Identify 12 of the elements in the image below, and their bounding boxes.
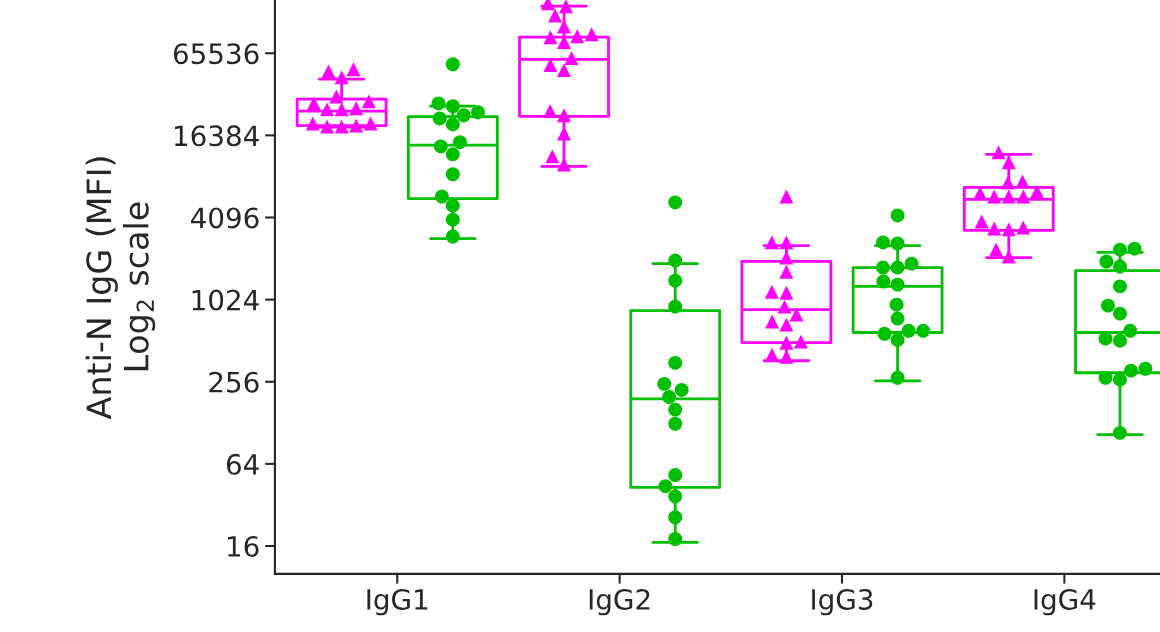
y-tick-label: 65536: [173, 43, 259, 65]
y-tick-label: 16: [228, 535, 259, 557]
y-axis-title: Anti-N IgG (MFI) Log$_{2}$ scale: [85, 157, 156, 420]
y-tick-label: 4096: [191, 207, 259, 229]
y-tick-label: 256: [209, 371, 259, 393]
x-tick-label: IgG4: [1034, 588, 1096, 616]
y-tick-label: 16384: [175, 125, 259, 147]
x-tick-label: IgG1: [367, 588, 428, 616]
y-tick-label: 64: [226, 453, 259, 475]
x-tick-label: IgG2: [589, 588, 650, 616]
x-tick-label: IgG3: [812, 588, 873, 616]
y-tick-label: 1024: [192, 289, 259, 311]
